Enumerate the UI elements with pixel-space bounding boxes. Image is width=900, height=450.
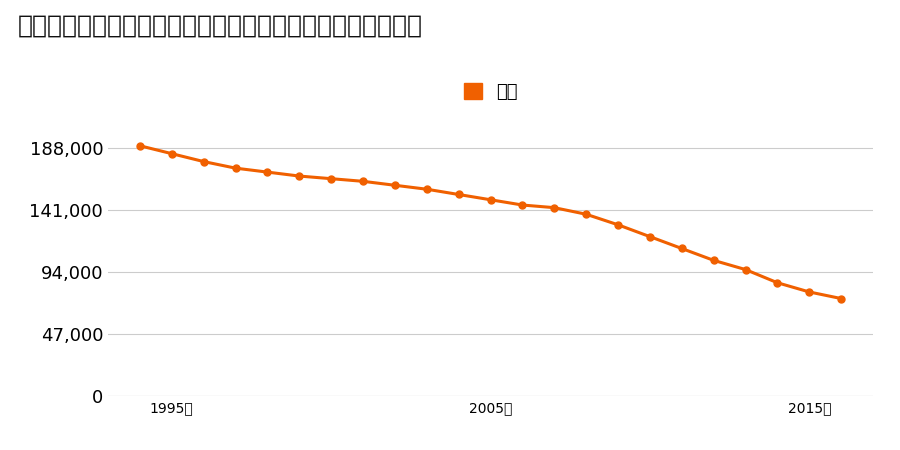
Legend: 価格: 価格 (456, 76, 525, 108)
Text: 広島県安芸郡江田島町字久保通１７５３５番２外の地価推移: 広島県安芸郡江田島町字久保通１７５３５番２外の地価推移 (18, 14, 423, 37)
